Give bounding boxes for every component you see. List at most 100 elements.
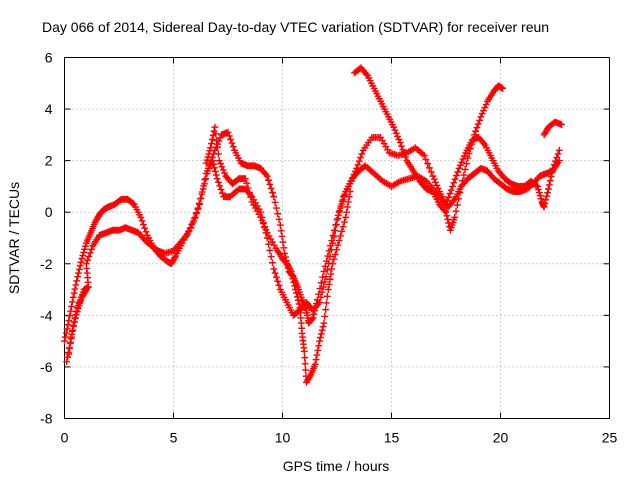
data-point [330, 233, 338, 241]
data-point [546, 177, 554, 185]
data-point [391, 126, 399, 134]
data-point [450, 197, 457, 205]
data-point [458, 158, 466, 166]
data-point [472, 127, 480, 135]
x-tick-labels: 0 5 10 15 20 25 [61, 430, 618, 446]
data-point [276, 221, 284, 229]
data-point [355, 157, 363, 165]
data-point [215, 150, 222, 158]
data-point [480, 140, 488, 148]
data-point [344, 203, 351, 211]
data-point [312, 356, 320, 364]
data-point [257, 213, 265, 221]
data-point [460, 171, 468, 179]
data-point [358, 150, 366, 158]
data-point [545, 181, 553, 189]
data-point [171, 254, 179, 261]
data-point [71, 285, 79, 293]
data-point [195, 200, 203, 207]
data-point [72, 311, 80, 319]
x-tick-label: 10 [275, 430, 291, 446]
data-point [320, 283, 327, 291]
data-point [82, 287, 89, 295]
data-point [289, 275, 297, 283]
data-point [473, 124, 481, 132]
data-point [181, 233, 189, 241]
data-point [342, 213, 350, 221]
data-point [287, 268, 295, 275]
data-point [269, 189, 276, 197]
data-point [480, 107, 487, 115]
data-point [464, 154, 472, 162]
data-point [346, 180, 354, 188]
data-point [330, 255, 338, 263]
y-tick-label: 6 [45, 50, 53, 66]
data-point [320, 268, 328, 275]
data-point [454, 168, 462, 176]
data-point [481, 104, 489, 111]
data-point [272, 204, 280, 212]
data-point [444, 216, 452, 223]
data-point [337, 232, 344, 240]
data-point [266, 246, 274, 254]
data-point [84, 256, 92, 264]
data-point [346, 188, 354, 195]
data-point [270, 265, 278, 273]
data-point [552, 157, 559, 165]
data-point [75, 269, 82, 277]
data-point [70, 289, 78, 297]
data-point [335, 237, 343, 244]
data-point [267, 185, 275, 192]
data-point [451, 213, 459, 221]
data-point [79, 252, 87, 259]
data-point [349, 174, 357, 182]
data-point [430, 175, 438, 183]
y-tick-label: 0 [45, 204, 53, 220]
data-point [343, 208, 350, 216]
data-point [433, 181, 441, 189]
data-point [266, 180, 274, 188]
data-point [208, 140, 215, 148]
y-tick-label: 4 [45, 101, 53, 117]
data-point [311, 307, 319, 315]
data-point [68, 333, 75, 341]
data-point [271, 199, 279, 206]
data-point [190, 217, 197, 225]
data-point [141, 224, 149, 232]
data-point [402, 153, 409, 161]
data-point [271, 269, 279, 277]
data-point [316, 285, 324, 292]
data-point [129, 200, 137, 207]
data-point [325, 247, 333, 255]
series-2 [65, 64, 565, 386]
data-point [312, 303, 320, 311]
data-point [217, 160, 224, 168]
data-point [188, 221, 196, 228]
data-point [274, 277, 282, 285]
data-point [459, 177, 466, 185]
data-point [229, 143, 237, 151]
y-tick-label: -2 [40, 256, 53, 272]
data-point [228, 139, 236, 147]
data-point [63, 358, 71, 366]
data-point [468, 140, 476, 148]
data-point [67, 307, 75, 315]
data-point [142, 228, 150, 236]
data-point [212, 130, 220, 138]
data-point [328, 237, 336, 244]
data-point [457, 183, 465, 190]
data-point [420, 152, 428, 159]
data-point [310, 310, 318, 318]
data-point [205, 150, 213, 158]
data-point [313, 296, 321, 304]
data-point [422, 156, 430, 164]
data-point [434, 185, 442, 192]
data-point [82, 242, 89, 250]
data-point [334, 241, 342, 249]
data-point [333, 246, 340, 254]
data-point [453, 201, 461, 209]
data-point [286, 266, 294, 274]
data-point [443, 197, 451, 205]
data-point [218, 189, 226, 197]
